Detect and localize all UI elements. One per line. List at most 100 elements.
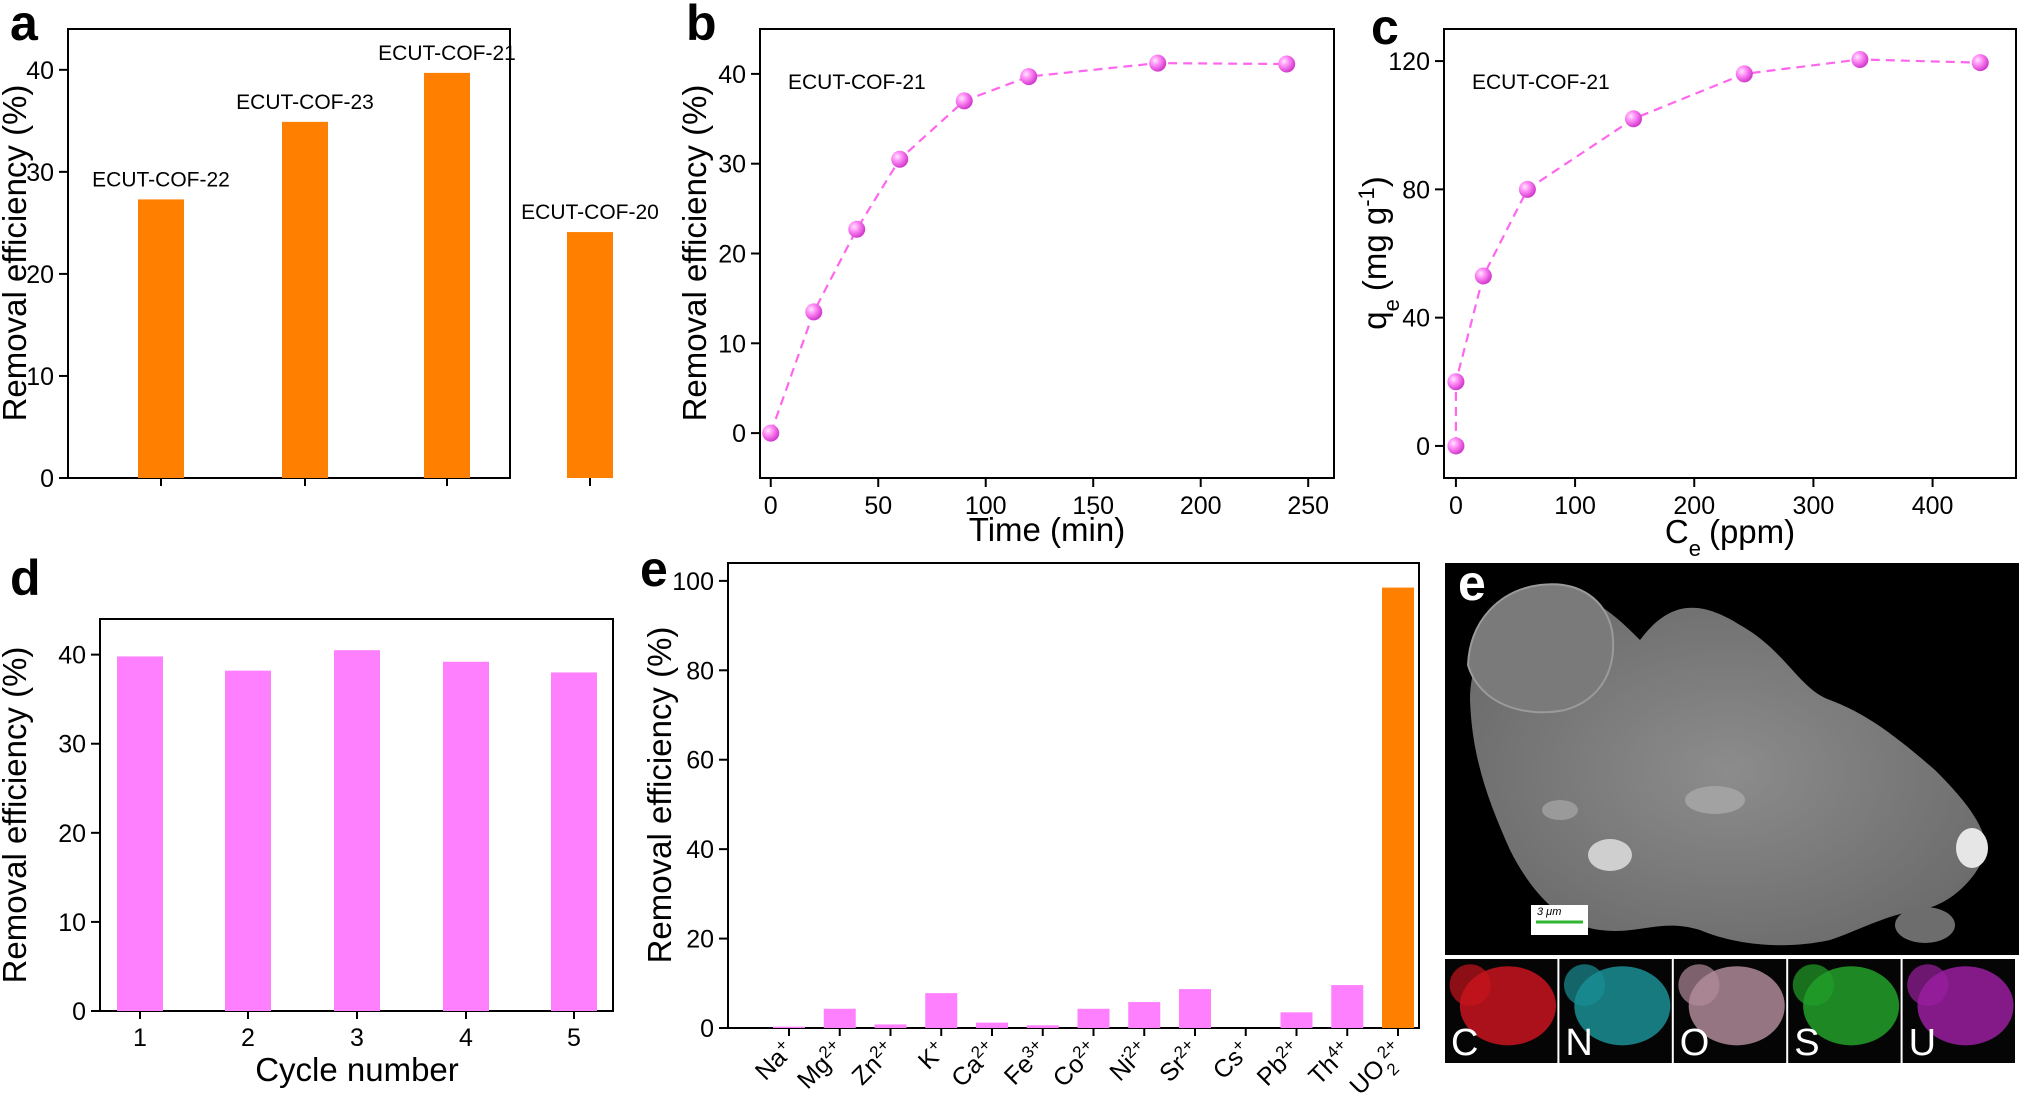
y-tick-label-b: 40 xyxy=(718,61,746,89)
bar-e-6 xyxy=(1026,1025,1059,1028)
data-point-c-1 xyxy=(1447,437,1465,455)
x-tick-label-c: 400 xyxy=(1912,492,1954,520)
series-line-b xyxy=(769,62,1287,434)
edx-label-o: O xyxy=(1680,1022,1710,1064)
ion-label-11: Pb2+ xyxy=(1250,1035,1307,1092)
panel-letter-b: b xyxy=(686,0,717,51)
edx-signal-top-n xyxy=(1563,964,1606,1006)
panel-letter-e: e xyxy=(640,541,668,597)
plot-frame-b xyxy=(759,28,1335,479)
edx-label-c: C xyxy=(1451,1022,1478,1064)
y-tick-label-e: 40 xyxy=(686,836,714,864)
x-tick-label-b: 200 xyxy=(1180,492,1222,520)
y-tick-label-a: 30 xyxy=(26,159,54,187)
data-point-b-7 xyxy=(1149,54,1167,72)
y-tick-label-d: 0 xyxy=(72,998,86,1026)
data-point-c-3 xyxy=(1474,267,1492,285)
panel-letter-d: d xyxy=(10,550,41,606)
edx-signal-top-u xyxy=(1907,964,1949,1006)
bar-label-a-3: ECUT-COF-21 xyxy=(378,42,516,65)
bar-label-a-1: ECUT-COF-22 xyxy=(92,168,230,191)
data-point-c-7 xyxy=(1851,50,1869,68)
ion-symbol: UO xyxy=(1344,1054,1390,1100)
bar-e-1 xyxy=(773,1026,805,1028)
bar-d-3 xyxy=(334,650,380,1011)
ion-charge: 2+ xyxy=(1373,1035,1400,1062)
x-tick-label-d-4: 4 xyxy=(459,1024,473,1052)
y-title-close: ) xyxy=(1356,176,1393,187)
data-point-c-6 xyxy=(1735,65,1753,83)
edx-label-n: N xyxy=(1565,1022,1592,1064)
y-tick-label-d: 10 xyxy=(58,909,86,937)
bar-e-2 xyxy=(823,1008,856,1028)
y-axis-title-b: Removal efficiency (%) xyxy=(676,85,713,422)
ion-label-3: Zn2+ xyxy=(845,1035,901,1091)
y-title-sup: -1 xyxy=(1354,187,1379,207)
bar-a-2 xyxy=(282,121,328,479)
y-tick-label-e: 20 xyxy=(686,926,714,954)
y-title-sub: e xyxy=(1379,299,1404,311)
bar-label-a-2: ECUT-COF-23 xyxy=(236,91,374,114)
data-point-b-3 xyxy=(848,220,866,238)
ion-label-8: Ni2+ xyxy=(1103,1035,1155,1087)
y-tick-label-e: 100 xyxy=(672,568,714,596)
y-title-q: q xyxy=(1356,311,1393,329)
data-point-b-5 xyxy=(955,92,973,110)
bar-e-13 xyxy=(1382,587,1414,1028)
panel-letter-f: e xyxy=(1458,555,1486,611)
y-tick-label-e: 60 xyxy=(686,747,714,775)
bar-d-5 xyxy=(551,672,597,1011)
x-tick-label-d-3: 3 xyxy=(350,1024,364,1052)
y-tick-label-b: 10 xyxy=(718,330,746,358)
sem-particle-top xyxy=(1466,583,1615,714)
edx-signal-top-o xyxy=(1678,964,1720,1006)
ion-label-6: Fe3+ xyxy=(997,1035,1053,1091)
y-axis-title-e: Removal efficiency (%) xyxy=(641,627,678,964)
bar-e-3 xyxy=(874,1024,907,1028)
sem-bright-spot-2 xyxy=(1956,828,1988,868)
x-axis-title-c: Ce (ppm) xyxy=(1665,513,1795,561)
bar-d-4 xyxy=(443,661,489,1011)
x-tick-label-b: 250 xyxy=(1287,492,1329,520)
y-tick-label-c: 120 xyxy=(1388,48,1430,76)
x-tick-label-c: 100 xyxy=(1554,492,1596,520)
data-point-c-8 xyxy=(1971,54,1989,72)
y-tick-label-c: 40 xyxy=(1402,305,1430,333)
x-title-units: (ppm) xyxy=(1709,513,1795,550)
x-tick-label-c: 300 xyxy=(1793,492,1835,520)
x-tick-label-c: 0 xyxy=(1449,492,1463,520)
ion-label-9: Sr2+ xyxy=(1152,1035,1205,1088)
chart-b-removal-vs-time: 0 10 20 30 40 0 50 100 150 200 250 ECUT-COF-21 Remov… xyxy=(676,28,1335,548)
y-axis-title-c: qe (mg g-1) xyxy=(1354,176,1404,330)
y-tick-label-a: 40 xyxy=(26,57,54,85)
bar-a-1 xyxy=(138,199,184,479)
ion-label-1: Na+ xyxy=(748,1035,799,1086)
data-point-c-2 xyxy=(1447,373,1465,391)
plot-frame-c xyxy=(1443,28,2017,479)
ion-label-5: Ca2+ xyxy=(944,1035,1002,1093)
scale-bar-box xyxy=(1531,905,1588,935)
x-title-c: C xyxy=(1665,513,1689,550)
data-point-c-5 xyxy=(1624,110,1642,128)
y-tick-label-a: 10 xyxy=(26,363,54,391)
x-tick-label-b: 50 xyxy=(864,492,892,520)
x-tick-label-d-5: 5 xyxy=(567,1024,581,1052)
series-annotation-c: ECUT-COF-21 xyxy=(1472,71,1610,94)
x-title-sub: e xyxy=(1689,536,1701,561)
y-tick-label-c: 80 xyxy=(1402,176,1430,204)
bar-e-4 xyxy=(925,993,958,1028)
data-point-b-8 xyxy=(1278,55,1296,73)
bar-label-a-4: ECUT-COF-20 xyxy=(521,201,659,224)
y-axis-title-a: Removal efficiency (%) xyxy=(0,85,33,422)
bar-e-5 xyxy=(976,1022,1008,1028)
y-axis-title-d: Removal efficiency (%) xyxy=(0,647,33,984)
edx-label-u: U xyxy=(1909,1022,1936,1064)
series-annotation-b: ECUT-COF-21 xyxy=(788,71,926,94)
panel-letter-c: c xyxy=(1371,0,1399,55)
y-tick-label-b: 30 xyxy=(718,151,746,179)
scale-bar-label: 3 μm xyxy=(1537,906,1561,918)
ion-label-10: Cs+ xyxy=(1206,1035,1256,1085)
x-tick-label-d-1: 1 xyxy=(133,1024,147,1052)
